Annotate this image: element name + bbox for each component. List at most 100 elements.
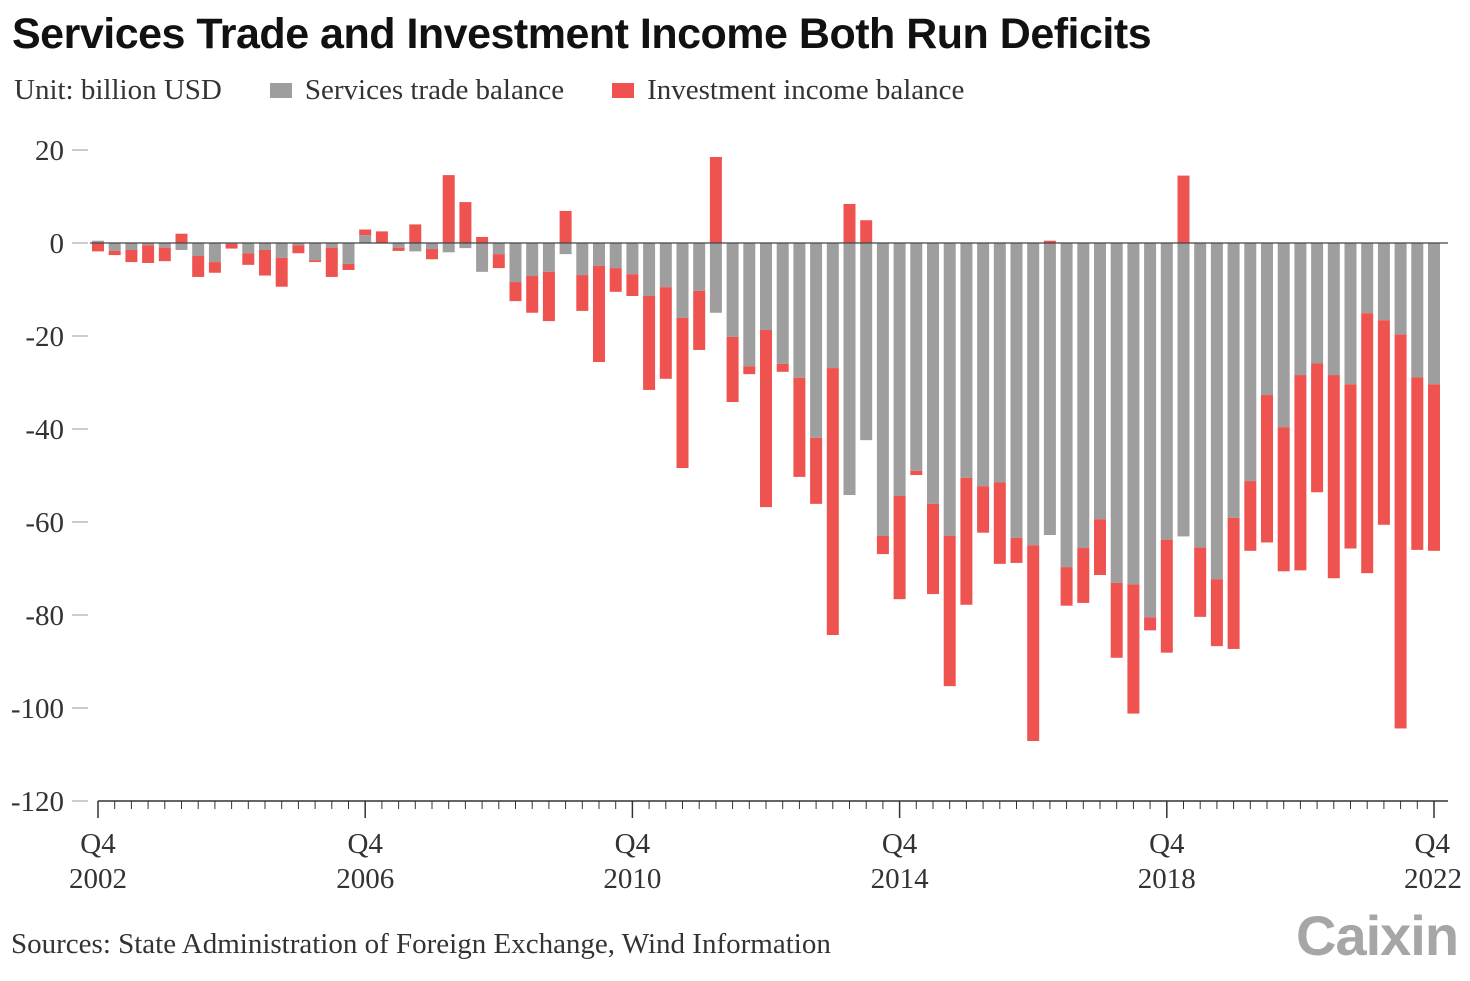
bar-services-trade (1394, 243, 1407, 335)
bar-services-trade (793, 243, 806, 378)
bar-services-trade (1261, 243, 1273, 396)
x-tick-label-year: 2010 (603, 863, 661, 895)
bar-services-trade (1227, 243, 1240, 518)
caixin-logo: Caixin (1296, 904, 1459, 967)
x-tick-label-year: 2022 (1404, 863, 1462, 895)
bar-services-trade (1294, 243, 1307, 376)
bar-investment-income (760, 329, 772, 508)
bar-services-trade (1094, 243, 1106, 520)
bar-investment-income (392, 247, 405, 251)
bar-investment-income (726, 336, 739, 403)
bar-services-trade (876, 243, 889, 536)
bar-investment-income (576, 275, 589, 311)
bar-services-trade (275, 243, 288, 258)
bar-services-trade (1060, 243, 1073, 568)
bar-investment-income (1144, 617, 1157, 631)
bar-investment-income (1394, 334, 1407, 729)
bar-services-trade (1127, 243, 1140, 585)
bar-services-trade (576, 243, 589, 276)
bar-services-trade (325, 243, 338, 248)
bar-investment-income (359, 229, 372, 236)
x-tick-label-quarter: Q4 (1415, 828, 1451, 860)
bar-services-trade (843, 243, 856, 496)
bar-investment-income (626, 274, 639, 297)
y-tick-label: -40 (25, 414, 64, 446)
y-tick-label: -80 (25, 600, 64, 632)
bar-investment-income (960, 477, 973, 605)
bar-investment-income (893, 495, 906, 600)
bar-services-trade (1411, 243, 1424, 378)
bar-services-trade (810, 243, 823, 438)
bar-investment-income (158, 247, 171, 262)
bar-services-trade (659, 243, 672, 288)
bar-services-trade (559, 243, 572, 255)
bar-services-trade (993, 243, 1006, 483)
y-tick-label: 20 (35, 135, 64, 167)
bar-services-trade (442, 243, 455, 253)
bar-investment-income (1244, 481, 1257, 551)
bar-services-trade (1344, 243, 1357, 385)
bar-investment-income (1428, 384, 1440, 551)
bar-investment-income (659, 287, 672, 379)
bar-investment-income (676, 317, 689, 469)
bar-services-trade (826, 243, 839, 369)
legend-label-services: Services trade balance (304, 74, 565, 106)
bar-investment-income (225, 243, 238, 249)
bar-investment-income (342, 263, 355, 270)
bar-investment-income (442, 175, 455, 243)
bar-investment-income (1010, 537, 1023, 563)
bar-investment-income (1361, 313, 1374, 574)
bar-services-trade (709, 243, 722, 313)
bar-services-trade (1160, 243, 1173, 540)
bar-investment-income (826, 368, 839, 635)
bar-investment-income (242, 253, 255, 265)
bar-services-trade (776, 243, 789, 364)
bar-services-trade (893, 243, 906, 496)
bar-investment-income (1177, 175, 1190, 243)
bar-investment-income (593, 265, 605, 363)
chart-title: Services Trade and Investment Income Bot… (12, 10, 1152, 58)
y-tick-label: -60 (25, 507, 64, 539)
bar-services-trade (108, 243, 121, 251)
y-tick-label: -20 (25, 321, 64, 353)
legend-swatch-investment (612, 83, 635, 98)
x-tick-label-year: 2014 (871, 863, 930, 895)
bar-services-trade (609, 243, 622, 269)
bar-investment-income (1110, 582, 1123, 658)
bar-services-trade (92, 240, 104, 243)
bar-services-trade (192, 243, 205, 257)
source-note: Sources: State Administration of Foreign… (11, 928, 831, 960)
bar-investment-income (793, 377, 806, 477)
bar-services-trade (943, 243, 956, 536)
bar-investment-income (309, 260, 322, 263)
bar-services-trade (910, 243, 923, 471)
bar-investment-income (927, 503, 939, 595)
bar-investment-income (492, 254, 505, 269)
y-tick-label: -120 (11, 786, 64, 818)
bar-services-trade (526, 243, 539, 277)
bar-services-trade (409, 243, 422, 252)
bar-services-trade (158, 243, 171, 248)
bar-services-trade (342, 243, 355, 264)
bar-investment-income (1043, 240, 1056, 243)
bar-services-trade (760, 243, 772, 330)
bar-investment-income (860, 220, 873, 243)
bar-services-trade (1428, 243, 1440, 385)
bar-investment-income (192, 256, 205, 277)
bar-investment-income (1077, 548, 1090, 603)
x-tick-label-quarter: Q4 (615, 828, 651, 860)
bar-investment-income (1311, 363, 1324, 493)
bar-investment-income (1210, 579, 1223, 647)
bar-investment-income (1344, 384, 1357, 549)
bar-services-trade (309, 243, 322, 261)
bar-services-trade (1327, 243, 1340, 376)
legend-item-services: Services trade balance (269, 74, 565, 107)
bar-investment-income (509, 282, 522, 302)
bar-investment-income (1227, 517, 1240, 649)
bar-investment-income (1027, 545, 1040, 742)
bar-investment-income (275, 257, 288, 287)
bar-services-trade (1027, 243, 1040, 546)
bar-services-trade (1110, 243, 1123, 583)
bar-services-trade (593, 243, 605, 266)
